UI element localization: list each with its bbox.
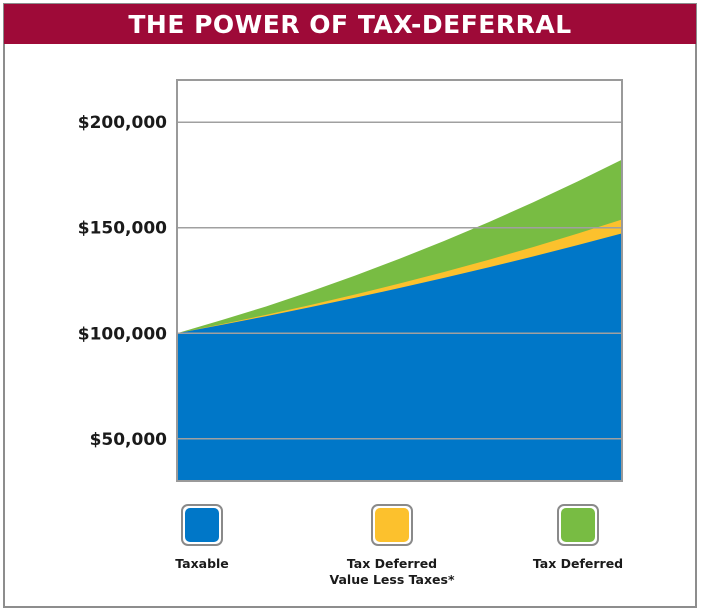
chart-title: THE POWER OF TAX-DEFERRAL: [128, 9, 572, 39]
y-tick-label: $50,000: [90, 430, 168, 450]
title-bar: THE POWER OF TAX-DEFERRAL: [4, 4, 696, 44]
legend-swatch-frame: [557, 504, 599, 546]
legend-swatch: [375, 508, 409, 542]
legend-swatch-frame: [371, 504, 413, 546]
area-taxable: [177, 233, 622, 481]
legend-swatch-frame: [181, 504, 223, 546]
legend-swatch: [561, 508, 595, 542]
legend-label: Tax Deferred Value Less Taxes*: [329, 556, 455, 587]
y-tick-label: $100,000: [78, 324, 167, 344]
plot-border: [176, 79, 623, 482]
y-tick-label: $200,000: [78, 113, 167, 133]
legend-swatch: [185, 508, 219, 542]
y-tick-label: $150,000: [78, 219, 167, 239]
legend-label: Tax Deferred: [532, 556, 624, 571]
legend-label: Taxable: [175, 556, 229, 571]
